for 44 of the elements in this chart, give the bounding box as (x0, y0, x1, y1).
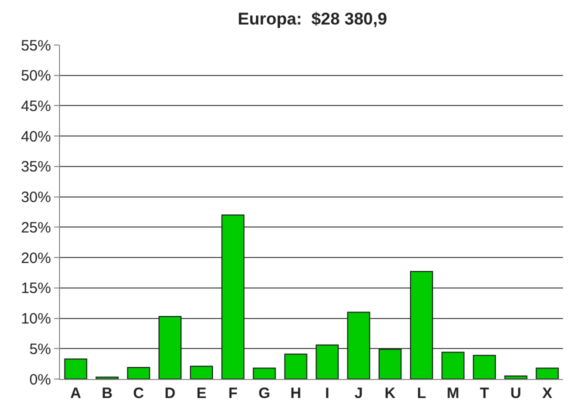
x-tick-label: M (446, 385, 460, 402)
x-tick-label: J (354, 385, 363, 402)
x-tick-label: D (164, 385, 176, 402)
x-tick-label: G (258, 385, 270, 402)
y-tick-label: 20% (20, 250, 51, 267)
bar (190, 366, 213, 379)
x-tick-label: T (480, 385, 489, 402)
y-tick-label: 35% (20, 158, 51, 176)
y-tick-label: 45% (20, 98, 51, 115)
bar (504, 375, 528, 379)
y-tick-label: 40% (20, 128, 51, 146)
x-tick-label: X (542, 385, 552, 402)
bar (127, 366, 150, 379)
x-tick-label: H (290, 385, 302, 402)
x-tick-label: C (133, 385, 144, 402)
x-tick-label: F (228, 385, 238, 402)
x-tick-label: B (102, 385, 113, 402)
y-tick-label: 5% (29, 340, 51, 358)
x-tick-label: K (384, 385, 396, 402)
y-tick-label: 50% (20, 68, 51, 85)
x-tick-label: L (416, 385, 426, 402)
bar (472, 354, 496, 379)
y-tick-label: 0% (29, 371, 51, 388)
y-tick-label: 30% (20, 189, 51, 206)
x-tick-label: U (510, 385, 522, 402)
x-tick-label: A (70, 385, 82, 402)
chart-title: Europa: $28 380,9 (238, 9, 388, 28)
y-tick-label: 10% (20, 310, 51, 328)
y-tick-label: 55% (20, 37, 51, 54)
bar (284, 354, 308, 379)
y-tick-label: 15% (20, 280, 51, 298)
bar (316, 344, 339, 379)
bar (410, 271, 434, 379)
bar (378, 348, 402, 379)
y-tick-label: 25% (20, 219, 51, 236)
bar (536, 368, 559, 379)
bar (347, 312, 370, 379)
bar (64, 358, 88, 379)
bar (441, 352, 464, 379)
bar (158, 316, 182, 379)
bar (252, 368, 276, 379)
x-tick-label: I (325, 385, 330, 402)
bar (221, 214, 244, 379)
x-tick-label: E (196, 385, 206, 402)
